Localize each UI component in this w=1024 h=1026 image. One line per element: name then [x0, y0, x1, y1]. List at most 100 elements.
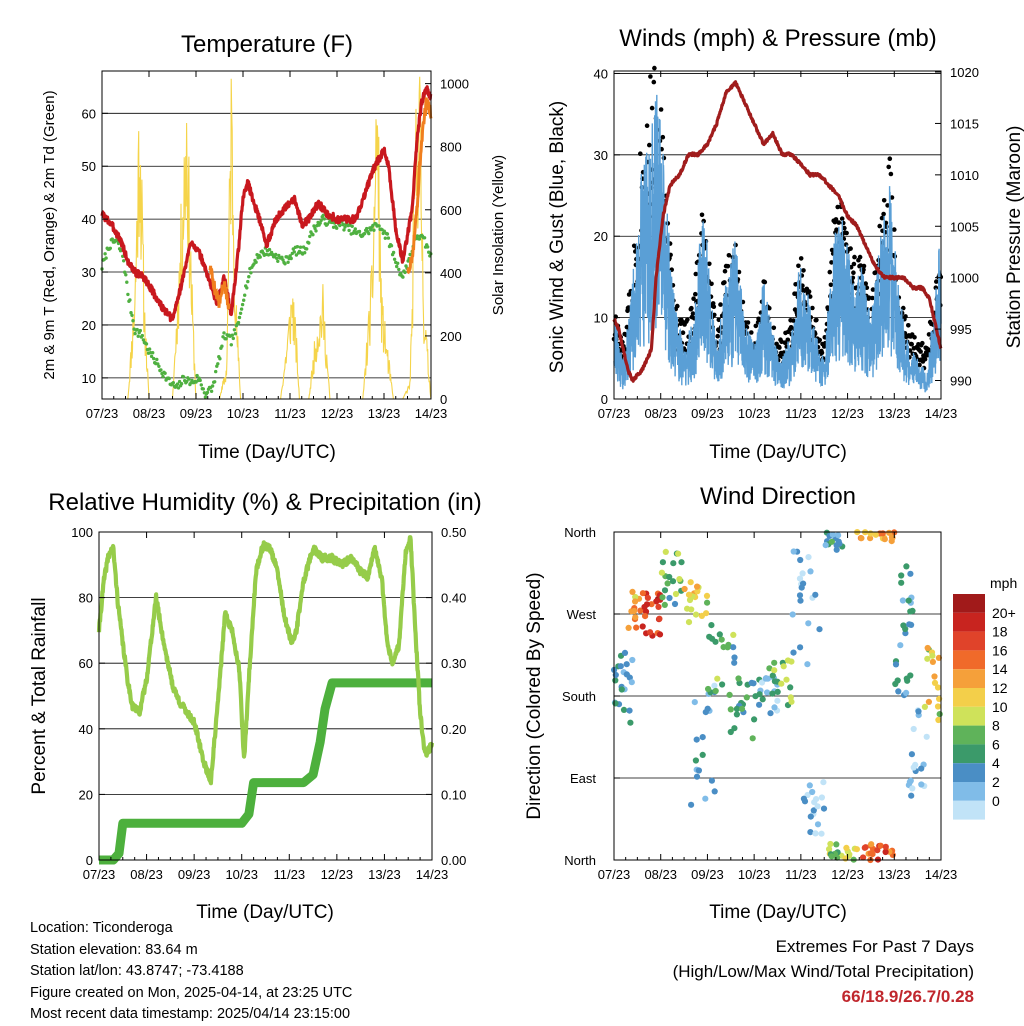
direction-point	[628, 679, 635, 686]
dewpoint-point	[242, 298, 246, 302]
wind-xtick-label: 07/23	[598, 406, 631, 421]
dewpoint-point	[289, 256, 293, 261]
dewpoint-point	[130, 313, 134, 317]
direction-point	[629, 588, 636, 596]
legend-label: 20+	[992, 605, 1016, 621]
gust-point	[834, 227, 839, 232]
pressure-line	[612, 80, 943, 383]
direction-point	[799, 570, 806, 577]
direction-point	[637, 607, 644, 614]
dewpoint-point	[179, 382, 184, 386]
direction-point	[716, 631, 723, 638]
direction-point	[756, 691, 763, 698]
dewpoint-point	[254, 260, 258, 264]
dewpoint-point	[167, 376, 171, 381]
direction-point	[766, 665, 773, 672]
direction-point	[882, 843, 889, 850]
direction-point	[853, 846, 861, 853]
gust-point	[887, 156, 893, 161]
direction-point	[612, 700, 619, 707]
direction-point	[691, 699, 698, 706]
temp-xtick-label: 07/23	[86, 406, 119, 421]
legend-swatch	[953, 688, 985, 707]
direction-point	[632, 593, 639, 601]
direction-point	[692, 611, 700, 618]
dewpoint-point	[314, 229, 318, 233]
dewpoint-point	[185, 379, 189, 384]
precip-y2tick-label: 0.50	[441, 525, 466, 540]
dewpoint-point	[362, 231, 367, 236]
gust-point	[777, 345, 782, 350]
direction-point	[886, 529, 893, 536]
direction-point	[812, 830, 819, 837]
winds-sonic-series	[613, 94, 942, 393]
dewpoint-point	[341, 222, 345, 227]
direction-point	[769, 690, 776, 697]
temperature-panel: Temperature (F) 102030405060020040060080…	[41, 31, 507, 463]
direction-point	[720, 644, 727, 651]
legend-swatch	[953, 782, 985, 801]
direction-grid	[614, 613, 941, 779]
direction-point	[888, 538, 895, 545]
direction-point	[774, 697, 781, 704]
direction-point	[877, 842, 884, 849]
dewpoint-point	[426, 245, 430, 249]
direction-point	[778, 680, 785, 687]
gust-point	[920, 340, 925, 346]
wind-xtick-label: 08/23	[644, 406, 677, 421]
dewpoint-point	[124, 273, 128, 277]
station-location: Location: Ticonderoga	[30, 920, 173, 936]
direction-point	[810, 807, 817, 814]
direction-point	[623, 661, 630, 668]
temperature-2m-series	[100, 85, 433, 323]
direction-point	[829, 531, 836, 538]
dewpoint-point	[155, 357, 159, 362]
gust-point	[689, 305, 694, 311]
direction-point	[780, 663, 787, 670]
direction-xtick-label: 13/23	[878, 867, 911, 882]
temp-xtick-label: 08/23	[133, 406, 166, 421]
gust-point	[807, 294, 813, 299]
dewpoint-point	[377, 224, 381, 228]
temp-9m-line	[208, 265, 231, 310]
direction-point	[909, 785, 916, 792]
dewpoint-point	[240, 302, 245, 307]
gust-point	[866, 295, 872, 301]
direction-point	[733, 705, 741, 713]
rh-ytick-label: 40	[79, 722, 93, 737]
pressure-y2tick-label: 995	[950, 322, 972, 337]
temp-ytick-label: 20	[82, 318, 96, 333]
pressure-y2tick-label: 1005	[950, 219, 979, 234]
dewpoint-point	[182, 375, 186, 379]
gust-point	[848, 246, 853, 251]
direction-point	[804, 661, 811, 668]
winds-ticks: 0102030409909951000100510101015102007/23…	[594, 65, 979, 421]
gust-point	[801, 268, 806, 273]
direction-point	[688, 801, 695, 808]
direction-point	[898, 572, 905, 579]
direction-point	[903, 563, 910, 570]
dewpoint-point	[343, 225, 347, 229]
direction-point	[828, 853, 835, 860]
gust-point	[712, 312, 717, 318]
direction-point	[788, 698, 795, 705]
direction-point	[621, 649, 629, 657]
direction-point	[685, 619, 693, 626]
gust-point	[767, 305, 772, 311]
temp-xtick-label: 14/23	[415, 406, 448, 421]
direction-xtick-label: 08/23	[644, 867, 677, 882]
pressure-y2tick-label: 1020	[950, 65, 979, 80]
direction-xtick-label: 14/23	[925, 867, 958, 882]
direction-point	[912, 761, 919, 769]
rh-xtick-label: 11/23	[273, 867, 305, 882]
gust-point	[829, 247, 835, 253]
direction-point	[767, 710, 774, 717]
direction-point	[908, 792, 915, 799]
dewpoint-point	[365, 226, 369, 231]
direction-point	[906, 621, 913, 628]
dewpoint-point	[305, 247, 309, 251]
humidity-title: Relative Humidity (%) & Precipitation (i…	[48, 489, 481, 516]
dewpoint-point	[401, 275, 405, 279]
gust-point	[624, 324, 630, 330]
direction-point	[918, 765, 925, 772]
